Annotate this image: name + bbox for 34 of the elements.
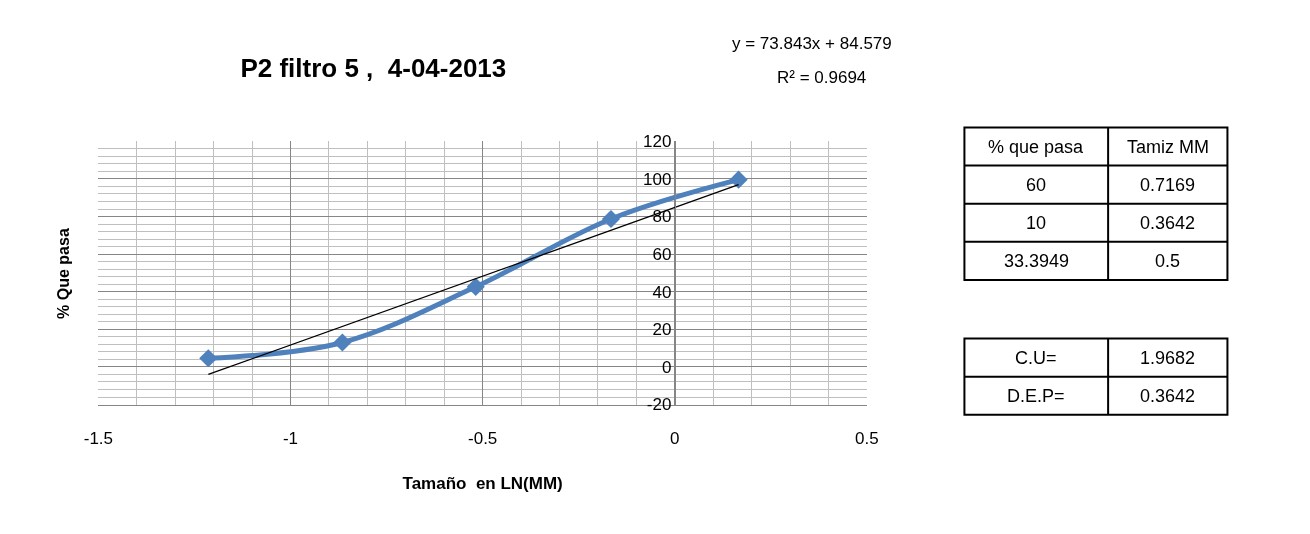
text: 0.5 bbox=[1155, 251, 1181, 271]
y-tick-label: 40 bbox=[652, 282, 672, 302]
y-tick-label: 120 bbox=[643, 132, 672, 152]
chart-title: P2 filtro 5 , 4-04-2013 bbox=[240, 52, 507, 83]
point bbox=[729, 170, 748, 189]
y-tick-label: 20 bbox=[652, 320, 672, 340]
text: 0.3642 bbox=[1140, 213, 1196, 233]
x-axis-title: Tamaño en LN(MM) bbox=[402, 474, 563, 494]
y-tick-label: -20 bbox=[646, 395, 672, 415]
x-tick-label: -0.5 bbox=[468, 428, 498, 448]
text: Tamiz MM bbox=[1127, 137, 1209, 157]
point bbox=[333, 333, 352, 352]
text: D.E.P= bbox=[1007, 386, 1065, 406]
x-tick-label: 0.5 bbox=[855, 428, 879, 448]
x-tick-label: -1.5 bbox=[83, 428, 114, 448]
text: 10 bbox=[1026, 213, 1047, 233]
text: y = 73.843x + 84.579 bbox=[732, 34, 892, 53]
y-axis-title: % Que pasa bbox=[55, 228, 73, 319]
text: 33.3949 bbox=[1004, 251, 1070, 271]
text: 60 bbox=[1026, 175, 1047, 195]
text: % que pasa bbox=[988, 137, 1085, 157]
text: C.U= bbox=[1015, 348, 1057, 368]
y-tick-label: 60 bbox=[652, 245, 672, 265]
text: 0.3642 bbox=[1140, 386, 1196, 406]
point bbox=[199, 349, 218, 368]
text: R² = 0.9694 bbox=[777, 68, 867, 87]
y-tick-label: 100 bbox=[643, 169, 672, 189]
text: 0.7169 bbox=[1140, 175, 1196, 195]
point bbox=[466, 277, 485, 296]
text: 1.9682 bbox=[1140, 348, 1196, 368]
point bbox=[601, 209, 621, 229]
y-tick-label: 80 bbox=[652, 207, 672, 227]
y-tick-label: 0 bbox=[661, 357, 672, 377]
x-tick-label: -1 bbox=[282, 428, 299, 448]
